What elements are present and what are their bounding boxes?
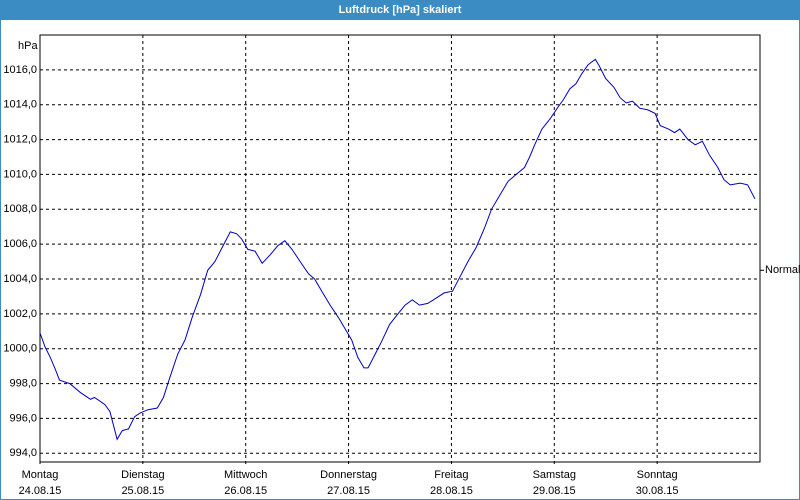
y-tick-label: 1014,0 (3, 99, 37, 111)
x-tick-date: 25.08.15 (121, 485, 164, 497)
x-tick-date: 28.08.15 (430, 485, 473, 497)
y-tick-label: 998,0 (9, 377, 37, 389)
x-tick-label: Dienstag (121, 469, 164, 481)
x-tick-date: 29.08.15 (533, 485, 576, 497)
y-tick-label: 1012,0 (3, 133, 37, 145)
x-tick-label: Freitag (434, 469, 468, 481)
x-tick-label: Donnerstag (320, 469, 377, 481)
y-tick-label: 1016,0 (3, 64, 37, 76)
y-tick-label: 994,0 (9, 447, 37, 459)
y-tick-label: 1002,0 (3, 308, 37, 320)
y-tick-label: 996,0 (9, 412, 37, 424)
normal-label: Normal (765, 264, 800, 276)
y-tick-label: 1006,0 (3, 238, 37, 250)
y-tick-label: 1004,0 (3, 273, 37, 285)
x-tick-label: Sonntag (637, 469, 678, 481)
y-tick-label: 1008,0 (3, 203, 37, 215)
y-tick-label: 1000,0 (3, 343, 37, 355)
y-tick-label: 1010,0 (3, 168, 37, 180)
plot-frame (39, 34, 761, 463)
chart-title: Luftdruck [hPa] skaliert (339, 4, 462, 16)
x-tick-date: 26.08.15 (224, 485, 267, 497)
x-tick-date: 30.08.15 (636, 485, 679, 497)
pressure-line (39, 58, 756, 441)
x-tick-label: Samstag (533, 469, 576, 481)
y-axis-label: hPa (18, 40, 38, 52)
x-tick-date: 24.08.15 (19, 485, 62, 497)
x-tick-label: Montag (22, 469, 59, 481)
x-tick-label: Mittwoch (224, 469, 267, 481)
title-bar (0, 0, 800, 20)
x-tick-date: 27.08.15 (327, 485, 370, 497)
